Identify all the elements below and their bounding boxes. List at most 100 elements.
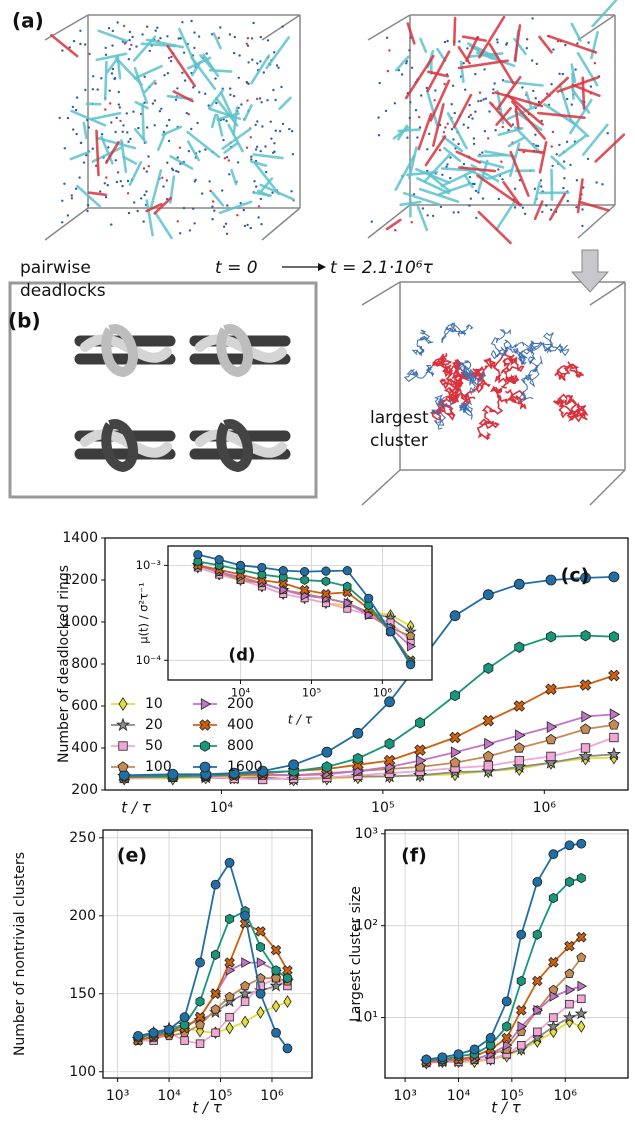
bead: [83, 161, 85, 163]
x-axis-label: t / τ: [121, 799, 151, 817]
bead: [483, 68, 485, 70]
x-tick-label: 10⁵: [371, 800, 394, 816]
bead: [226, 204, 228, 206]
marker: [242, 1016, 249, 1027]
bead: [501, 178, 503, 180]
bead: [123, 25, 125, 27]
marker: [119, 698, 127, 711]
bead: [146, 26, 148, 28]
marker: [576, 1008, 587, 1018]
bead: [130, 44, 132, 46]
bead: [229, 33, 231, 35]
marker: [547, 722, 556, 733]
ring-rod: [535, 202, 542, 219]
ring-rod: [540, 37, 552, 52]
marker: [225, 858, 234, 867]
marker: [257, 942, 265, 951]
bead: [141, 33, 143, 35]
bead: [172, 169, 174, 171]
bead: [264, 145, 266, 147]
bead: [128, 212, 130, 214]
marker: [581, 744, 590, 753]
bead: [110, 223, 112, 225]
y-tick-label: 1400: [62, 530, 98, 546]
bead: [88, 53, 90, 55]
marker: [533, 930, 541, 939]
bead: [247, 37, 249, 39]
bead: [273, 142, 275, 144]
bead: [124, 42, 126, 44]
bead: [188, 150, 190, 152]
y-tick-label: 600: [71, 698, 98, 714]
bead: [257, 216, 259, 218]
bead: [129, 31, 131, 33]
bead: [277, 67, 279, 69]
bead: [566, 141, 568, 143]
y-axis-label: Number of deadlocked rings: [56, 565, 72, 763]
bead: [260, 101, 262, 103]
bead: [446, 163, 448, 165]
panel-label: (a): [12, 9, 44, 33]
bead: [534, 134, 536, 136]
marker: [450, 611, 460, 621]
bead: [451, 128, 453, 130]
marker: [610, 733, 619, 742]
bead: [97, 88, 99, 90]
legend-label: 10: [145, 696, 163, 712]
bead: [175, 99, 177, 101]
marker: [300, 567, 308, 575]
ring-rod: [254, 155, 283, 159]
marker: [609, 632, 618, 643]
bead: [198, 150, 200, 152]
x-tick-label: 10⁶: [533, 800, 557, 816]
marker: [194, 550, 202, 558]
bead: [506, 42, 508, 44]
bead: [72, 106, 74, 108]
bead: [535, 97, 537, 99]
bead: [434, 89, 436, 91]
marker: [422, 1055, 431, 1064]
marker: [201, 741, 210, 752]
bead: [468, 204, 470, 206]
marker: [406, 660, 414, 668]
bead: [196, 122, 198, 124]
x-axis-label: t / τ: [192, 1099, 222, 1117]
bead: [162, 185, 164, 187]
bead: [229, 87, 231, 89]
series-line: [138, 911, 287, 1037]
marker: [450, 732, 461, 742]
bead: [385, 110, 387, 112]
bead: [147, 155, 149, 157]
ring-rod: [130, 162, 141, 184]
ring-rod: [105, 62, 106, 99]
bead: [105, 54, 107, 56]
marker: [549, 850, 558, 859]
marker: [533, 877, 542, 886]
bead: [194, 180, 196, 182]
bead: [540, 185, 542, 187]
bead: [88, 126, 90, 128]
bead: [418, 116, 420, 118]
bead: [259, 97, 261, 99]
marker: [514, 579, 524, 589]
marker: [483, 751, 493, 761]
bead: [92, 88, 94, 90]
bead: [409, 101, 411, 103]
bead: [114, 77, 116, 79]
bead: [256, 62, 258, 64]
bead: [449, 156, 451, 158]
bead: [186, 112, 188, 114]
ring-rod: [591, 32, 597, 58]
bead: [492, 92, 494, 94]
marker: [533, 976, 542, 985]
marker: [283, 974, 291, 983]
bead: [140, 197, 142, 199]
bead: [132, 111, 134, 113]
bead: [270, 138, 272, 140]
legend-label: 400: [227, 717, 254, 733]
series-line: [124, 676, 614, 778]
cluster-chain: [446, 386, 471, 408]
bead: [394, 102, 396, 104]
bead: [388, 49, 390, 51]
bead: [485, 98, 487, 100]
